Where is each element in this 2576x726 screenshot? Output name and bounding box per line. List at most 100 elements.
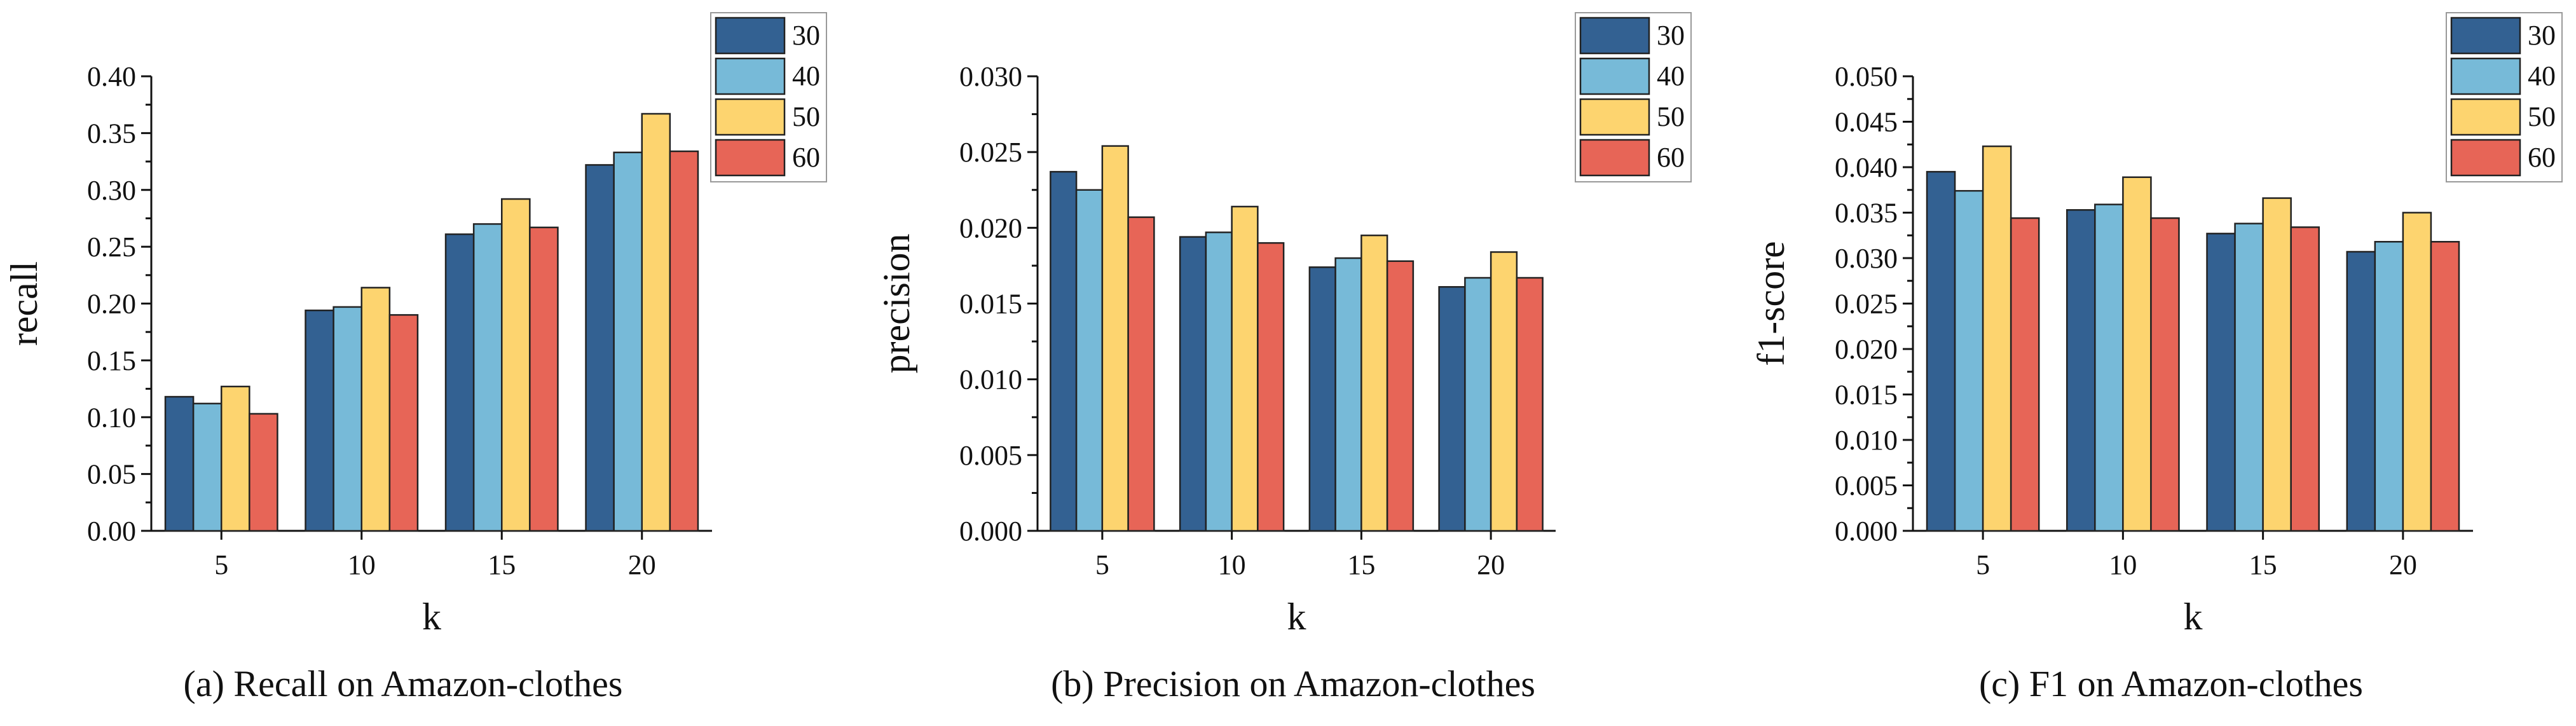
- y-axis-title: f1-score: [1750, 241, 1792, 366]
- x-tick-label: 15: [488, 549, 516, 580]
- legend-label-50: 50: [792, 101, 820, 132]
- bar-60-k5: [2010, 217, 2040, 532]
- x-tick-label: 5: [214, 549, 228, 580]
- legend-label-40: 40: [2528, 60, 2556, 92]
- y-tick-label: 0.025: [959, 137, 1022, 168]
- legend-label-50: 50: [2528, 101, 2556, 132]
- bar-50-k5: [221, 385, 250, 532]
- legend-label-40: 40: [792, 60, 820, 92]
- bar-40-k15: [1334, 257, 1362, 532]
- y-tick-label: 0.15: [87, 345, 136, 376]
- legend: 30 40 50 60: [710, 12, 827, 182]
- legend-label-60: 60: [1657, 142, 1685, 173]
- y-tick-label: 0.00: [87, 516, 136, 547]
- y-tick-label: 0.010: [1835, 425, 1898, 456]
- y-tick-label: 0.040: [1835, 152, 1898, 183]
- bar-50-k10: [1231, 205, 1259, 532]
- x-tick-label: 10: [2109, 549, 2137, 580]
- y-tick-label: 0.005: [1835, 470, 1898, 502]
- y-tick-label: 0.40: [87, 61, 136, 92]
- x-tick-label: 20: [1477, 549, 1505, 580]
- y-tick-label: 0.25: [87, 231, 136, 263]
- y-tick-label: 0.050: [1835, 61, 1898, 92]
- legend-swatch-60: [715, 139, 786, 177]
- bar-40-k20: [2374, 241, 2404, 532]
- legend-swatch-30: [715, 17, 786, 55]
- bar-50-k15: [1360, 235, 1388, 532]
- y-tick-label: 0.010: [959, 364, 1022, 395]
- bar-40-k20: [613, 151, 643, 532]
- legend-swatch-30: [2450, 17, 2521, 55]
- bar-50-k10: [360, 287, 391, 532]
- x-axis-title: k: [2184, 596, 2203, 638]
- bar-50-k20: [1490, 251, 1518, 532]
- chart-panel-2: 0.000 0.005 0.010 0.015 0.020 0.025 0.030 preci…: [875, 12, 1692, 704]
- x-tick-label: 10: [1218, 549, 1246, 580]
- x-tick-label: 20: [628, 549, 656, 580]
- panel-caption: (c) F1 on Amazon-clothes: [1979, 663, 2363, 704]
- y-tick-label: 0.015: [1835, 380, 1898, 411]
- y-tick-label: 0.05: [87, 459, 136, 490]
- bar-30-k20: [585, 164, 615, 532]
- bar-50-k20: [641, 113, 671, 532]
- x-axis-title: k: [1287, 596, 1306, 638]
- bar-50-k20: [2402, 212, 2432, 532]
- bar-50-k10: [2122, 176, 2152, 532]
- bar-60-k15: [529, 226, 559, 532]
- y-tick-label: 0.035: [1835, 198, 1898, 229]
- legend-label-50: 50: [1657, 101, 1685, 132]
- bar-60-k20: [2430, 241, 2460, 532]
- y-tick-label: 0.030: [959, 61, 1022, 92]
- bar-40-k20: [1464, 277, 1492, 532]
- legend-swatch-50: [1579, 98, 1650, 136]
- bar-30-k5: [164, 395, 195, 532]
- bar-40-k15: [472, 223, 503, 532]
- legend-swatch-50: [715, 98, 786, 136]
- bar-30-k10: [1179, 236, 1207, 532]
- x-tick-label: 15: [2249, 549, 2277, 580]
- x-tick-label: 5: [1095, 549, 1109, 580]
- legend: 30 40 50 60: [2446, 12, 2563, 182]
- bar-30-k10: [2066, 209, 2096, 532]
- x-axis-title: k: [422, 596, 441, 638]
- bar-30-k15: [2206, 233, 2236, 532]
- bar-50-k5: [1101, 145, 1129, 532]
- bar-40-k10: [1205, 231, 1233, 532]
- y-tick-label: 0.20: [87, 289, 136, 320]
- y-tick-label: 0.35: [87, 118, 136, 149]
- legend-label-40: 40: [1657, 60, 1685, 92]
- y-tick-label: 0.000: [959, 516, 1022, 547]
- chart-panel-3: 0.000 0.005 0.010 0.015 0.020 0.025 0.030 0.035…: [1750, 12, 2563, 704]
- legend-label-30: 30: [792, 20, 820, 51]
- legend: 30 40 50 60: [1575, 12, 1692, 182]
- y-tick-label: 0.030: [1835, 243, 1898, 274]
- legend-label-30: 30: [1657, 20, 1685, 51]
- legend-label-30: 30: [2528, 20, 2556, 51]
- legend-swatch-40: [715, 57, 786, 95]
- bar-30-k5: [1050, 170, 1078, 532]
- y-tick-label: 0.10: [87, 402, 136, 433]
- bar-60-k10: [2150, 217, 2180, 532]
- bar-40-k5: [1075, 189, 1104, 532]
- panel-caption: (a) Recall on Amazon-clothes: [184, 663, 623, 704]
- bar-60-k10: [388, 314, 419, 532]
- bar-60-k10: [1257, 242, 1285, 532]
- bar-50-k15: [2262, 197, 2292, 532]
- bar-50-k15: [501, 198, 531, 532]
- bar-50-k5: [1982, 145, 2012, 532]
- x-tick-label: 5: [1976, 549, 1990, 580]
- legend-label-60: 60: [792, 142, 820, 173]
- y-tick-label: 0.020: [1835, 334, 1898, 365]
- x-tick-label: 10: [348, 549, 376, 580]
- legend-swatch-30: [1579, 17, 1650, 55]
- legend-label-60: 60: [2528, 142, 2556, 173]
- y-axis-title: recall: [3, 261, 45, 346]
- bar-40-k5: [1954, 189, 1984, 532]
- y-tick-label: 0.005: [959, 440, 1022, 471]
- y-axis-title: precision: [875, 234, 917, 374]
- panel-caption: (b) Precision on Amazon-clothes: [1051, 663, 1535, 704]
- bar-40-k15: [2234, 223, 2264, 532]
- legend-swatch-40: [1579, 57, 1650, 95]
